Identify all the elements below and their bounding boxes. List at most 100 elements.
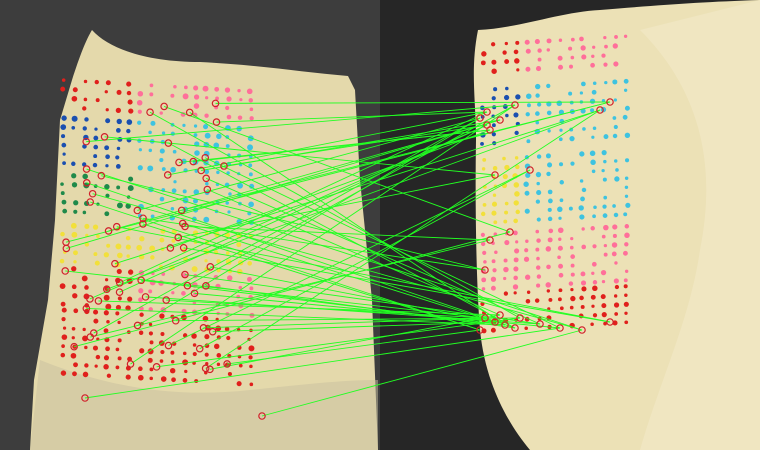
marker-dot xyxy=(624,224,630,229)
marker-dot xyxy=(612,204,616,208)
marker-dot xyxy=(591,261,597,267)
marker-dot xyxy=(115,311,120,316)
keypoint-ring xyxy=(111,259,119,268)
marker-dot xyxy=(115,155,120,160)
marker-dot xyxy=(569,305,574,310)
marker-dot xyxy=(137,374,144,381)
marker-dot xyxy=(593,205,597,210)
marker-dot xyxy=(558,272,564,278)
marker-dot xyxy=(625,158,630,163)
marker-dot xyxy=(126,128,131,134)
marker-dot xyxy=(93,144,99,150)
marker-dot xyxy=(248,355,253,360)
marker-dot xyxy=(96,234,100,238)
marker-dot xyxy=(115,347,120,352)
marker-dot xyxy=(128,176,134,182)
match-line xyxy=(106,109,601,290)
marker-dot xyxy=(193,292,197,296)
marker-dot xyxy=(603,195,608,200)
marker-dot xyxy=(83,97,88,102)
marker-dot xyxy=(182,273,187,278)
marker-dot xyxy=(527,103,531,108)
marker-dot xyxy=(579,36,584,42)
keypoint-ring xyxy=(486,126,494,134)
marker-dot xyxy=(480,211,486,217)
marker-dot xyxy=(204,169,210,175)
marker-dot xyxy=(82,173,88,180)
marker-dot xyxy=(503,258,508,263)
marker-dot xyxy=(125,235,131,241)
marker-dot xyxy=(624,232,630,239)
match-line xyxy=(114,109,601,265)
marker-dot xyxy=(137,109,142,114)
keypoint-ring xyxy=(536,320,544,328)
keypoint-ring xyxy=(208,327,217,336)
keypoint-ring xyxy=(476,326,484,334)
marker-dot xyxy=(115,365,120,370)
marker-dot xyxy=(482,250,487,255)
marker-dot xyxy=(159,359,164,363)
match-line xyxy=(163,105,511,233)
marker-dot xyxy=(525,48,531,54)
marker-dot xyxy=(73,209,78,214)
marker-dot xyxy=(526,93,532,99)
keypoint-ring xyxy=(476,114,484,122)
marker-dot xyxy=(514,130,519,136)
marker-dot xyxy=(513,230,518,236)
match-line xyxy=(181,101,611,211)
marker-dot xyxy=(105,108,109,112)
marker-dot xyxy=(614,176,620,182)
keypoint-ring xyxy=(212,118,221,126)
marker-dot xyxy=(159,148,165,154)
marker-dot xyxy=(491,59,497,65)
marker-dot xyxy=(84,117,89,122)
marker-dot xyxy=(226,335,231,341)
marker-dot xyxy=(581,227,585,231)
marker-dot xyxy=(514,58,520,64)
marker-dot xyxy=(105,193,110,198)
match-line xyxy=(145,296,541,325)
marker-dot xyxy=(569,100,574,105)
marker-dot xyxy=(502,156,506,161)
marker-dot xyxy=(71,266,77,272)
marker-dot xyxy=(71,115,78,122)
marker-dot xyxy=(502,173,508,180)
marker-dot xyxy=(60,124,67,130)
marker-dot xyxy=(216,353,222,358)
marker-dot xyxy=(546,171,551,177)
marker-dot xyxy=(237,88,241,93)
marker-dot xyxy=(226,275,233,281)
match-line xyxy=(119,124,488,293)
marker-dot xyxy=(181,308,187,314)
keypoint-ring xyxy=(115,278,124,287)
marker-dot xyxy=(193,133,198,137)
marker-dot xyxy=(193,198,198,204)
marker-dot xyxy=(171,377,176,383)
marker-dot xyxy=(193,85,199,91)
marker-dot xyxy=(591,169,596,174)
marker-dot xyxy=(558,263,564,269)
keypoint-ring xyxy=(202,174,210,183)
colored-dot-markers xyxy=(59,34,631,387)
keypoint-ring xyxy=(160,102,168,111)
marker-dot xyxy=(72,293,78,299)
marker-dot xyxy=(504,59,510,65)
marker-dot xyxy=(559,198,564,203)
marker-dot xyxy=(93,252,98,257)
match-line xyxy=(201,119,501,171)
marker-dot xyxy=(204,259,208,263)
marker-dot xyxy=(103,364,109,370)
marker-dot xyxy=(545,246,552,252)
match-line xyxy=(212,321,496,333)
marker-dot xyxy=(536,181,540,186)
marker-dot xyxy=(216,133,222,140)
keypoint-ring xyxy=(141,293,150,301)
marker-dot xyxy=(547,216,553,222)
marker-dot xyxy=(570,161,575,166)
marker-dot xyxy=(525,298,531,304)
marker-dot xyxy=(513,200,519,206)
keypoint-ring xyxy=(516,314,524,322)
marker-dot xyxy=(192,351,197,357)
marker-dot xyxy=(117,320,121,325)
marker-dot xyxy=(483,260,487,264)
